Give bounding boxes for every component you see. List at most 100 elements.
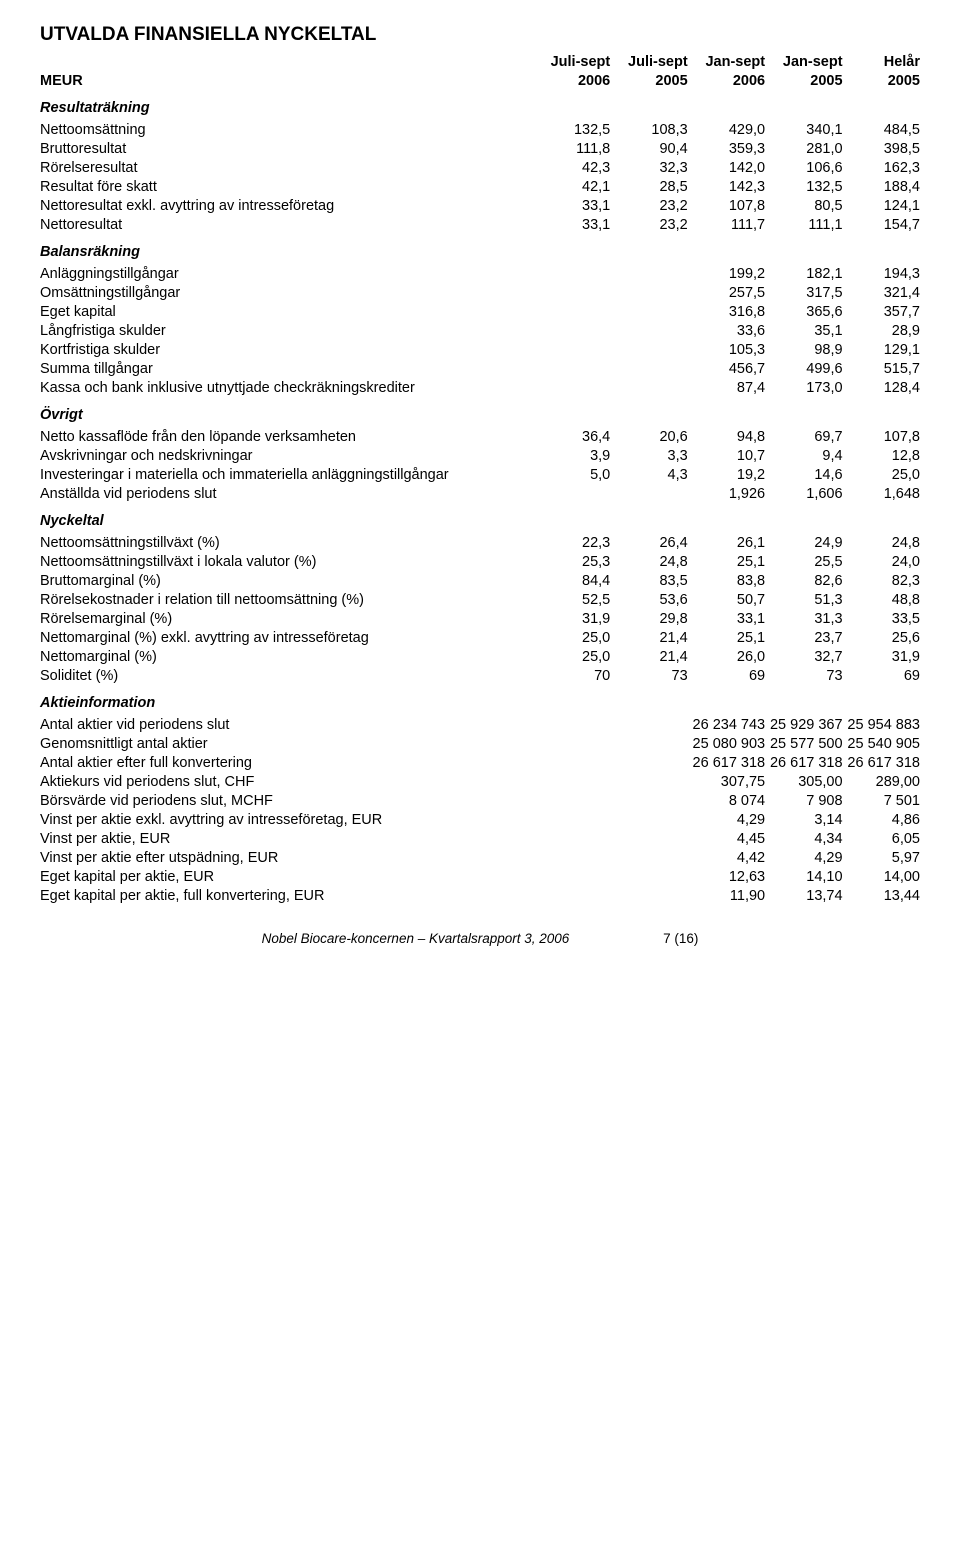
cell-value: 94,8 [688, 427, 765, 446]
cell-value: 20,6 [610, 427, 687, 446]
cell-value: 14,10 [765, 867, 842, 886]
cell-value: 106,6 [765, 158, 842, 177]
cell-value: 194,3 [843, 264, 920, 283]
row-label: Soliditet (%) [40, 666, 533, 685]
row-label: Bruttoresultat [40, 139, 533, 158]
table-row: Kassa och bank inklusive utnyttjade chec… [40, 378, 920, 397]
page-title: UTVALDA FINANSIELLA NYCKELTAL [40, 24, 920, 46]
row-label: Eget kapital per aktie, full konverterin… [40, 886, 533, 905]
cell-value [533, 283, 610, 302]
table-row: Nettomarginal (%) exkl. avyttring av int… [40, 628, 920, 647]
hdr-cell: Jan-sept [688, 52, 765, 71]
cell-value: 24,9 [765, 533, 842, 552]
cell-value: 4,45 [688, 829, 765, 848]
cell-value: 70 [533, 666, 610, 685]
section-label: Resultaträkning [40, 90, 920, 120]
cell-value: 105,3 [688, 340, 765, 359]
cell-value: 108,3 [610, 120, 687, 139]
cell-value: 14,6 [765, 465, 842, 484]
cell-value [610, 302, 687, 321]
cell-value: 98,9 [765, 340, 842, 359]
row-label: Rörelsekostnader i relation till nettoom… [40, 590, 533, 609]
row-label: Vinst per aktie efter utspädning, EUR [40, 848, 533, 867]
page-footer: Nobel Biocare-koncernen – Kvartalsrappor… [40, 931, 920, 946]
row-label: Rörelseresultat [40, 158, 533, 177]
cell-value: 31,9 [843, 647, 920, 666]
cell-value: 42,3 [533, 158, 610, 177]
cell-value [610, 734, 687, 753]
cell-value: 28,5 [610, 177, 687, 196]
row-label: Bruttomarginal (%) [40, 571, 533, 590]
cell-value: 83,5 [610, 571, 687, 590]
cell-value: 33,1 [688, 609, 765, 628]
cell-value: 107,8 [843, 427, 920, 446]
hdr-cell: Helår [843, 52, 920, 71]
cell-value: 12,63 [688, 867, 765, 886]
cell-value: 12,8 [843, 446, 920, 465]
hdr-cell [40, 52, 533, 71]
cell-value: 69,7 [765, 427, 842, 446]
cell-value: 359,3 [688, 139, 765, 158]
cell-value [610, 753, 687, 772]
cell-value: 305,00 [765, 772, 842, 791]
hdr-cell: 2005 [610, 71, 687, 90]
cell-value: 69 [688, 666, 765, 685]
cell-value: 4,3 [610, 465, 687, 484]
cell-value [533, 867, 610, 886]
table-row: Nettoomsättning132,5108,3429,0340,1484,5 [40, 120, 920, 139]
cell-value [533, 359, 610, 378]
table-row: Vinst per aktie exkl. avyttring av intre… [40, 810, 920, 829]
table-row: Soliditet (%)7073697369 [40, 666, 920, 685]
row-label: Summa tillgångar [40, 359, 533, 378]
cell-value: 26,0 [688, 647, 765, 666]
cell-value: 316,8 [688, 302, 765, 321]
cell-value: 4,86 [843, 810, 920, 829]
cell-value: 22,3 [533, 533, 610, 552]
cell-value: 111,1 [765, 215, 842, 234]
cell-value: 23,2 [610, 196, 687, 215]
row-label: Nettoomsättning [40, 120, 533, 139]
row-label: Avskrivningar och nedskrivningar [40, 446, 533, 465]
row-label: Kassa och bank inklusive utnyttjade chec… [40, 378, 533, 397]
table-row: Nettomarginal (%)25,021,426,032,731,9 [40, 647, 920, 666]
table-row: Genomsnittligt antal aktier25 080 90325 … [40, 734, 920, 753]
cell-value: 26,4 [610, 533, 687, 552]
cell-value: 84,4 [533, 571, 610, 590]
cell-value: 340,1 [765, 120, 842, 139]
cell-value: 23,2 [610, 215, 687, 234]
cell-value: 35,1 [765, 321, 842, 340]
table-row: Nettoresultat33,123,2111,7111,1154,7 [40, 215, 920, 234]
cell-value: 25,1 [688, 628, 765, 647]
cell-value: 317,5 [765, 283, 842, 302]
row-label: Nettomarginal (%) [40, 647, 533, 666]
table-row: Investeringar i materiella och immaterie… [40, 465, 920, 484]
cell-value: 129,1 [843, 340, 920, 359]
financial-table: Juli-sept Juli-sept Jan-sept Jan-sept He… [40, 52, 920, 905]
cell-value: 25,3 [533, 552, 610, 571]
cell-value: 257,5 [688, 283, 765, 302]
row-label: Anställda vid periodens slut [40, 484, 533, 503]
cell-value [533, 321, 610, 340]
cell-value: 19,2 [688, 465, 765, 484]
cell-value: 321,4 [843, 283, 920, 302]
table-row: Aktiekurs vid periodens slut, CHF307,753… [40, 772, 920, 791]
table-row: Kortfristiga skulder105,398,9129,1 [40, 340, 920, 359]
row-label: Investeringar i materiella och immaterie… [40, 465, 533, 484]
cell-value: 11,90 [688, 886, 765, 905]
hdr-cell: Jan-sept [765, 52, 842, 71]
cell-value: 31,3 [765, 609, 842, 628]
row-label: Genomsnittligt antal aktier [40, 734, 533, 753]
row-label: Vinst per aktie, EUR [40, 829, 533, 848]
cell-value [533, 484, 610, 503]
table-row: Bruttomarginal (%)84,483,583,882,682,3 [40, 571, 920, 590]
cell-value: 36,4 [533, 427, 610, 446]
cell-value: 7 501 [843, 791, 920, 810]
cell-value: 26 234 743 [688, 715, 765, 734]
cell-value [533, 791, 610, 810]
table-row: Netto kassaflöde från den löpande verksa… [40, 427, 920, 446]
cell-value [610, 772, 687, 791]
cell-value: 13,74 [765, 886, 842, 905]
cell-value: 21,4 [610, 647, 687, 666]
cell-value: 124,1 [843, 196, 920, 215]
table-row: Rörelsekostnader i relation till nettoom… [40, 590, 920, 609]
